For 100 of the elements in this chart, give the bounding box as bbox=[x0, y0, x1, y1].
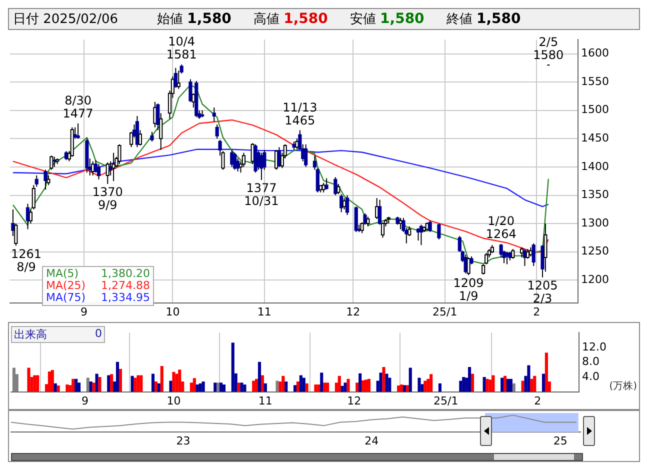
x-tick-label: 25/1 bbox=[434, 394, 458, 408]
bar bbox=[92, 382, 96, 392]
bar bbox=[118, 368, 122, 392]
bar bbox=[320, 372, 324, 392]
bar bbox=[214, 382, 217, 392]
bar bbox=[198, 383, 202, 392]
bar bbox=[542, 374, 546, 392]
text: 1,580 bbox=[187, 11, 232, 27]
text: 安値 bbox=[350, 12, 376, 27]
bar bbox=[296, 381, 300, 392]
annotation: 8/30 1477 bbox=[62, 93, 94, 120]
bar bbox=[388, 378, 392, 392]
bar bbox=[255, 378, 258, 392]
x-tick-label: 9 bbox=[81, 394, 88, 408]
bar bbox=[169, 380, 172, 392]
bar bbox=[358, 373, 362, 392]
bar bbox=[178, 370, 182, 392]
bar bbox=[12, 368, 16, 392]
x-tick-label: 2 bbox=[533, 305, 540, 318]
text: 1,580 bbox=[284, 11, 328, 27]
bar bbox=[506, 378, 510, 392]
x-tick-label: 23 bbox=[176, 434, 190, 448]
bar bbox=[154, 381, 158, 392]
bar bbox=[107, 375, 110, 392]
bar bbox=[382, 367, 386, 392]
y-tick-label: 8.0 bbox=[582, 355, 600, 368]
bar bbox=[299, 375, 302, 392]
bar bbox=[400, 384, 404, 392]
bar bbox=[408, 368, 412, 392]
bar bbox=[116, 362, 120, 392]
x-tick-label: 12 bbox=[346, 305, 360, 318]
x-tick-label: 11 bbox=[258, 394, 272, 408]
bar bbox=[222, 384, 226, 392]
bar bbox=[56, 386, 60, 392]
bar bbox=[66, 384, 69, 392]
bar bbox=[500, 378, 504, 392]
bar bbox=[438, 383, 442, 392]
annotation: 1209 1/9 bbox=[453, 276, 484, 304]
bar bbox=[172, 372, 176, 392]
bar bbox=[160, 366, 164, 392]
bar bbox=[512, 383, 516, 392]
bar bbox=[98, 377, 102, 392]
bar bbox=[492, 375, 495, 392]
bar bbox=[240, 382, 244, 392]
bar bbox=[468, 367, 472, 392]
bar bbox=[418, 378, 421, 392]
bar bbox=[252, 380, 256, 392]
bar bbox=[258, 362, 262, 392]
bar bbox=[136, 375, 140, 392]
bar bbox=[385, 374, 388, 392]
bar bbox=[305, 383, 308, 392]
annotation: 1,274.88 bbox=[101, 279, 150, 292]
bar bbox=[317, 384, 320, 392]
bar bbox=[530, 378, 534, 392]
chart-title: 日付 2025/02/06 bbox=[13, 11, 120, 28]
text: 高値 bbox=[253, 12, 280, 27]
bar bbox=[302, 378, 306, 392]
bar bbox=[356, 382, 359, 392]
y-tick-label: 4.0 bbox=[582, 370, 600, 383]
bar bbox=[282, 376, 285, 392]
x-tick-label: 25 bbox=[553, 434, 568, 448]
bar bbox=[430, 374, 433, 392]
bar bbox=[196, 384, 199, 392]
text: MA(75) bbox=[46, 291, 86, 304]
text: MA(5) bbox=[46, 267, 79, 280]
bar bbox=[231, 342, 234, 392]
annotation: 2/5 1580 bbox=[533, 35, 564, 62]
bar bbox=[140, 375, 143, 392]
bar bbox=[216, 382, 220, 392]
bar bbox=[260, 375, 264, 392]
bar bbox=[504, 376, 507, 392]
bar bbox=[527, 365, 530, 392]
annotation: 11/13 1465 bbox=[282, 100, 318, 128]
bar bbox=[151, 374, 155, 392]
y-tick-label: 1450 bbox=[581, 132, 609, 145]
bar bbox=[482, 377, 486, 392]
annotation: 1/20 1264 bbox=[486, 214, 516, 242]
y-tick-label: 1550 bbox=[581, 74, 609, 88]
bar bbox=[157, 383, 160, 392]
bar bbox=[48, 371, 51, 392]
bar bbox=[470, 374, 474, 392]
bar bbox=[402, 385, 406, 392]
y-tick-label: 1350 bbox=[581, 188, 609, 202]
bar bbox=[50, 370, 54, 392]
bar bbox=[54, 383, 57, 392]
bar bbox=[284, 381, 288, 392]
bar bbox=[367, 378, 370, 392]
bar bbox=[346, 378, 350, 392]
y-tick-label: 1250 bbox=[581, 244, 609, 258]
bar bbox=[110, 374, 114, 392]
x-tick-label: 10 bbox=[166, 305, 180, 318]
annotation: 0 bbox=[95, 327, 102, 342]
bar bbox=[89, 381, 92, 392]
bar bbox=[314, 384, 318, 392]
annotation: 1377 10/31 bbox=[244, 181, 279, 208]
bar bbox=[276, 380, 279, 392]
bar bbox=[424, 380, 427, 392]
y-tick-label: 1500 bbox=[581, 103, 609, 116]
y-axis-title: (万株) bbox=[609, 380, 637, 393]
bar bbox=[397, 386, 400, 392]
